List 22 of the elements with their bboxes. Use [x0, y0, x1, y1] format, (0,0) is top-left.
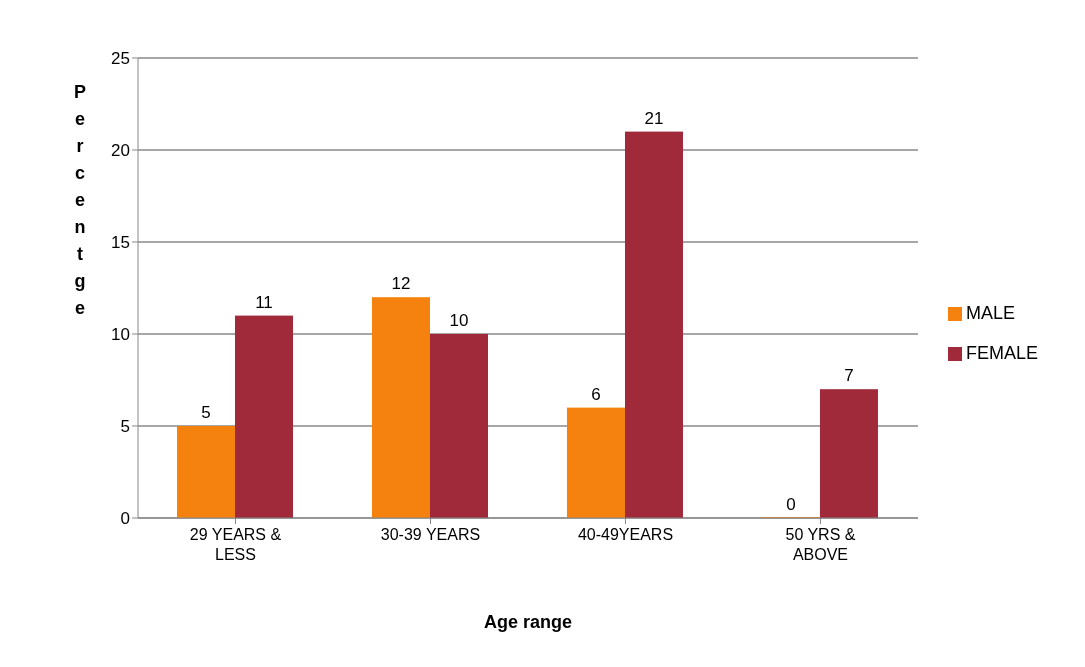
x-tick-label: 40-49YEARS [577, 526, 674, 543]
text: Percentge [73, 82, 87, 318]
data-label: 12 [391, 274, 411, 294]
y-tick-label: 25 [111, 49, 130, 69]
x-tick-label: 29 YEARS & LESS [189, 526, 282, 563]
x-axis-title: Age range [483, 612, 572, 632]
legend-label: FEMALE [965, 343, 1038, 363]
y-tick-label: 5 [120, 417, 130, 437]
y-tick-label: 15 [111, 233, 130, 253]
x-tick-label: 30-39 YEARS [380, 526, 481, 543]
data-label: 11 [255, 292, 273, 312]
data-label: 5 [201, 403, 211, 422]
data-label: 7 [844, 366, 854, 386]
y-tick-label: 20 [111, 141, 130, 161]
legend-label: MALE [965, 303, 1015, 323]
x-tick-label: 50 YRS & ABOVE [785, 526, 856, 563]
y-tick-label: 10 [111, 325, 130, 345]
data-label: 6 [591, 384, 601, 404]
data-label: 10 [449, 311, 469, 330]
data-label: 0 [786, 495, 796, 514]
y-tick-label: 0 [120, 509, 130, 529]
data-label: 21 [644, 108, 664, 128]
